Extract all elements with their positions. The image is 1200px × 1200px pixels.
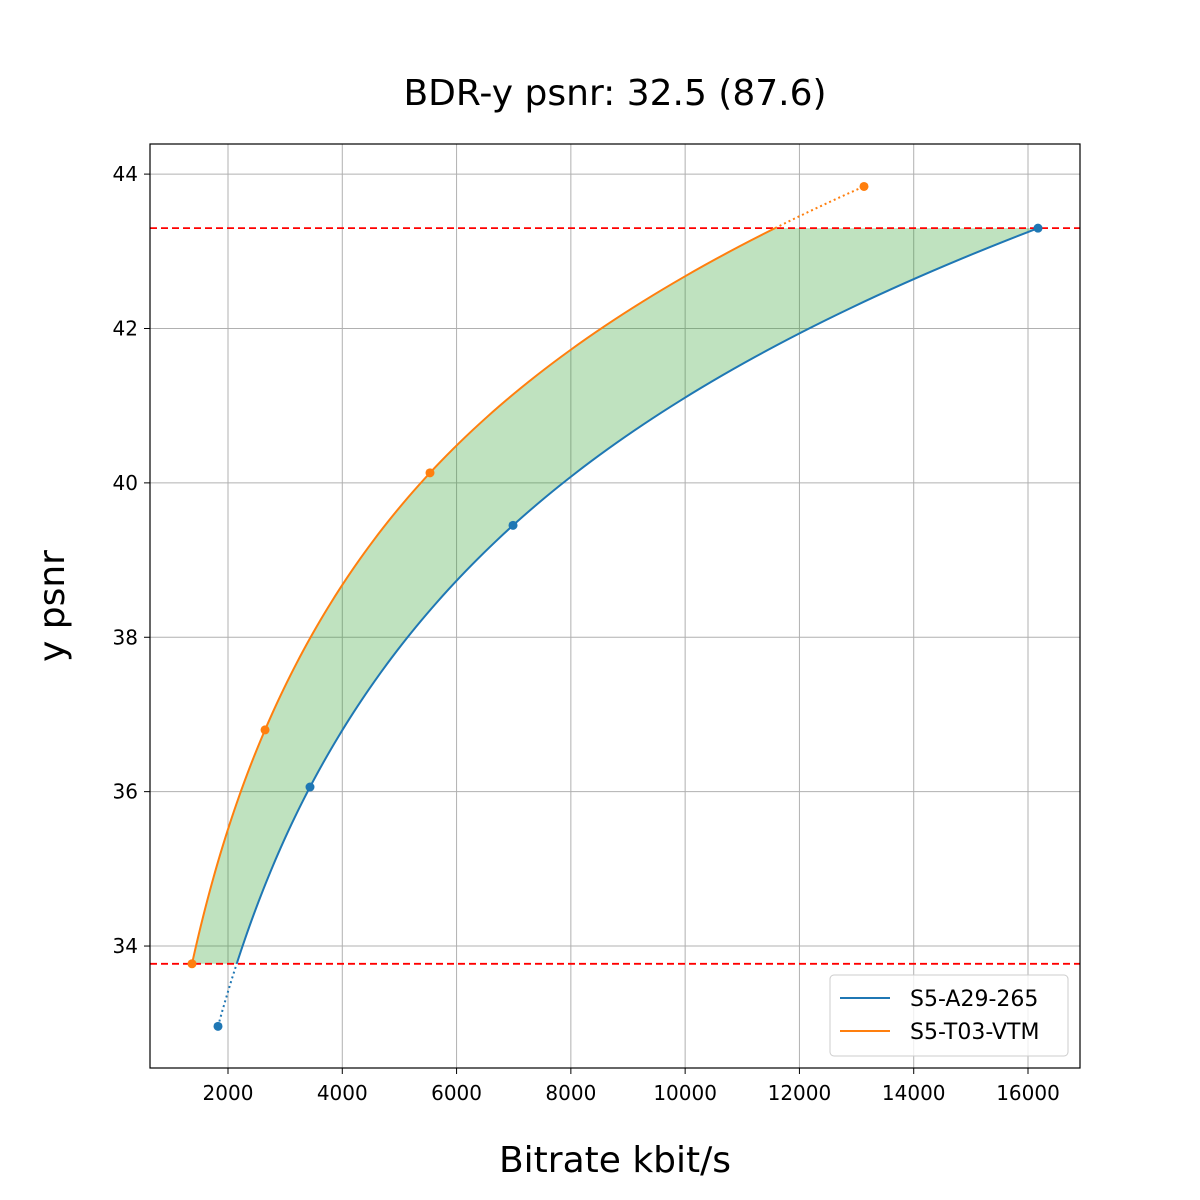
- x-tick-label: 6000: [431, 1081, 482, 1105]
- x-tick-label: 10000: [653, 1081, 717, 1105]
- y-tick-label: 38: [113, 625, 138, 649]
- x-tick-label: 2000: [203, 1081, 254, 1105]
- y-tick-label: 36: [113, 780, 138, 804]
- y-tick-label: 42: [113, 316, 138, 340]
- series-line-0: [235, 227, 1039, 965]
- legend-label-1: S5-T03-VTM: [910, 1020, 1039, 1045]
- y-tick-label: 34: [113, 934, 138, 958]
- fill-area: [192, 228, 1038, 964]
- x-axis-label: Bitrate kbit/s: [499, 1140, 731, 1181]
- legend: S5-A29-265 S5-T03-VTM: [829, 974, 1069, 1057]
- data-point-0: [1033, 223, 1043, 233]
- x-tick-label: 14000: [882, 1081, 946, 1105]
- y-tick-label: 40: [113, 471, 138, 495]
- chart-title: BDR-y psnr: 32.5 (87.6): [403, 73, 826, 114]
- reference-lines: [150, 227, 1080, 965]
- x-tick-label: 12000: [768, 1081, 832, 1105]
- data-point-1: [859, 181, 869, 191]
- plot-frame: [149, 143, 1081, 1069]
- fill-between-area: [192, 228, 1038, 964]
- series-extrapolation-1: [774, 185, 865, 230]
- y-axis-label: y psnr: [32, 550, 73, 662]
- x-tick-label: 4000: [317, 1081, 368, 1105]
- data-point-1: [425, 468, 435, 478]
- data-points: [187, 181, 1043, 1031]
- grid: [150, 144, 1080, 1068]
- series-extrapolation-0: [217, 963, 238, 1027]
- x-tick-label: 16000: [996, 1081, 1060, 1105]
- data-point-0: [305, 782, 315, 792]
- series-lines: [191, 185, 1039, 1027]
- legend-label-0: S5-A29-265: [910, 987, 1038, 1012]
- data-point-1: [187, 959, 197, 969]
- x-tick-label: 8000: [545, 1081, 596, 1105]
- data-point-1: [260, 725, 270, 735]
- y-tick-label: 44: [113, 162, 138, 186]
- series-line-1: [191, 227, 776, 965]
- legend-box: [829, 974, 1069, 1057]
- data-point-0: [213, 1021, 223, 1031]
- data-point-0: [508, 520, 518, 530]
- ticks: 2000 4000 6000 8000 10000 12000 14000 16000 34 36…: [113, 162, 1060, 1105]
